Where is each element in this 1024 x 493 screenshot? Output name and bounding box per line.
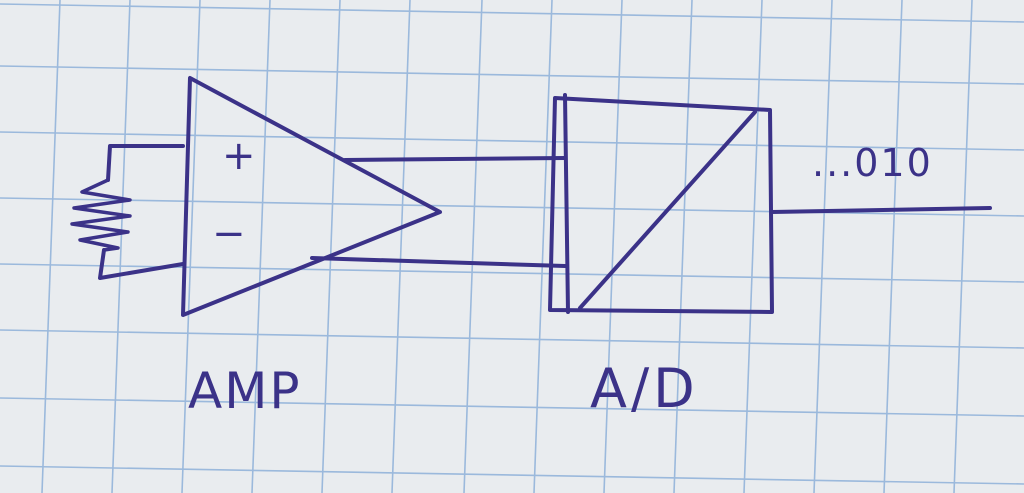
resistor-icon <box>70 144 185 280</box>
grid-horizontal-line <box>0 131 1024 151</box>
grid-vertical-line <box>391 0 411 493</box>
plus-sign: + <box>222 133 256 179</box>
grid-horizontal-line <box>0 263 1024 283</box>
grid-horizontal-line <box>0 465 1024 485</box>
amp-label: AMP <box>188 362 302 420</box>
amplifier-triangle-icon <box>181 76 442 317</box>
grid-vertical-line <box>673 0 693 493</box>
grid-vertical-line <box>463 0 483 493</box>
grid-vertical-line <box>533 0 553 493</box>
grid-vertical-line <box>883 0 903 493</box>
grid-horizontal-line <box>0 397 1024 417</box>
grid-vertical-line <box>743 0 763 493</box>
grid-vertical-line <box>813 0 833 493</box>
grid-vertical-line <box>251 0 271 493</box>
grid-vertical-line <box>603 0 623 493</box>
connection-wires <box>310 156 567 268</box>
minus-sign: − <box>212 211 246 257</box>
output-bits-label: ...010 <box>812 141 933 185</box>
grid-horizontal-line <box>0 3 1024 23</box>
adc-label: A/D <box>590 357 699 420</box>
grid-horizontal-line <box>0 65 1024 85</box>
output-wire <box>770 206 992 214</box>
adc-box-icon <box>548 93 774 314</box>
grid-horizontal-line <box>0 329 1024 349</box>
grid-vertical-line <box>953 0 973 493</box>
grid-vertical-line <box>111 0 131 493</box>
grid-horizontal-line <box>0 197 1024 217</box>
grid-vertical-line <box>41 0 61 493</box>
grid-vertical-line <box>321 0 341 493</box>
